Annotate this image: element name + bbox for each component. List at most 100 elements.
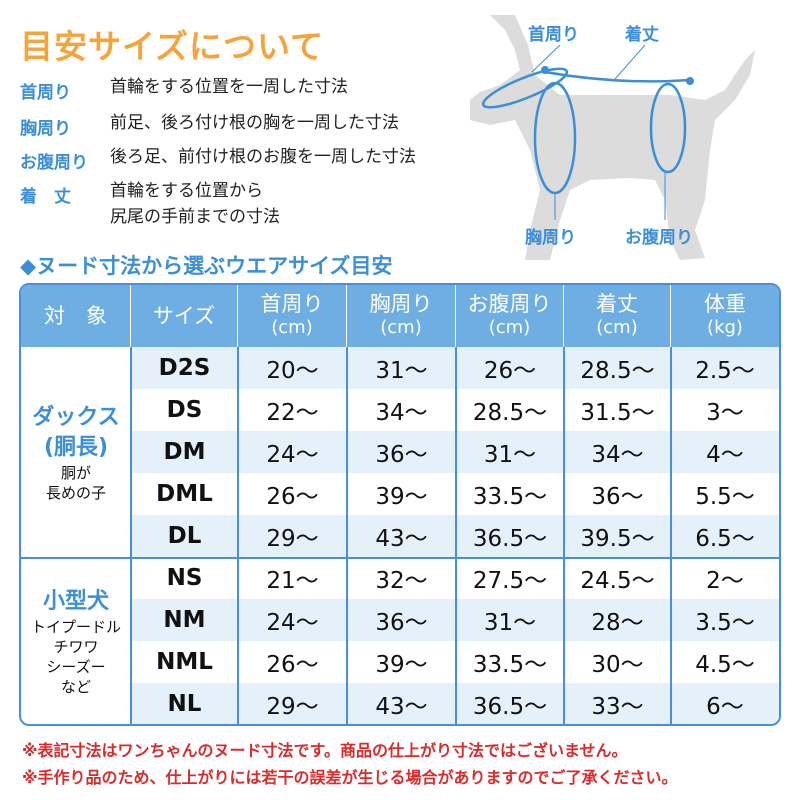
value-cell: 36.5～	[472, 694, 548, 720]
size-cell: DM	[163, 439, 206, 465]
group-note: シーズー	[46, 658, 106, 676]
value-cell: 3～	[706, 400, 744, 426]
group-note: トイプードル	[30, 618, 121, 636]
header-unit: (cm)	[488, 317, 531, 338]
value-cell: 26～	[483, 358, 537, 384]
footnote: ※手作り品のため、仕上がりには若干の誤差が生じる場合がありますのでご了承ください…	[22, 768, 678, 787]
value-cell: 20～	[266, 358, 319, 384]
value-cell: 29～	[266, 526, 319, 552]
header-size: サイズ	[131, 285, 238, 347]
size-cell: DS	[166, 397, 203, 423]
desc: 首輪をする位置を一周した寸法	[110, 77, 348, 97]
table-header: 対 象 サイズ 首周り (cm) 胸周り (cm) お腹周り (cm) 着丈 (cm) …	[21, 285, 779, 347]
header-unit: (cm)	[596, 317, 638, 338]
value-cell: 28～	[591, 610, 644, 636]
header-label: 対 象	[44, 304, 107, 328]
group-small-dog: 小型犬 トイプードル チワワ シーズー など	[21, 558, 131, 724]
value-cell: 24～	[266, 442, 319, 468]
value-cell: 21～	[266, 568, 319, 594]
group-note: 長めの子	[45, 483, 106, 502]
label-belly: お腹周り	[625, 228, 693, 248]
page-title: 目安サイズについて	[20, 27, 325, 66]
group-note: 胴が	[60, 463, 91, 482]
size-cell: NM	[163, 607, 206, 633]
value-cell: 4～	[706, 442, 744, 468]
header-label: 胸周り	[369, 292, 433, 316]
value-cell: 24～	[266, 610, 319, 636]
section-title: ◆ヌード寸法から選ぶウエアサイズ目安	[20, 254, 393, 278]
value-cell: 43～	[375, 526, 428, 552]
value-cell: 31～	[483, 442, 537, 468]
value-cell: 28.5～	[472, 400, 548, 426]
group-note: チワワ	[53, 638, 99, 656]
size-cell: NL	[167, 691, 202, 717]
group-dachshund: ダックス (胴長) 胴が 長めの子	[21, 347, 131, 558]
label-neck: 首周り	[528, 25, 579, 45]
desc: 首輪をする位置から	[110, 181, 263, 201]
dog-measurement-diagram: 首周り 着丈 胸周り お腹周り	[470, 0, 800, 270]
value-cell: 36.5～	[472, 526, 548, 552]
column-divider	[455, 347, 457, 724]
header-unit: (cm)	[271, 317, 313, 338]
group-name-sub: (胴長)	[43, 434, 109, 460]
size-cell: D2S	[158, 355, 211, 381]
value-cell: 5.5～	[695, 484, 755, 510]
value-cell: 22～	[266, 400, 319, 426]
header-length: 着丈 (cm)	[564, 285, 671, 347]
header-belly: お腹周り (cm)	[456, 285, 564, 347]
value-cell: 32～	[375, 568, 428, 594]
size-table: 対 象 サイズ 首周り (cm) 胸周り (cm) お腹周り (cm) 着丈 (cm) …	[19, 283, 781, 726]
term: 胸周り	[20, 119, 71, 139]
table-row: NML 26～ 39～ 33.5～ 30～ 4.5～	[131, 641, 779, 683]
value-cell: 31～	[483, 610, 537, 636]
size-cell: DML	[156, 481, 213, 507]
column-divider	[237, 347, 239, 724]
header-unit: (cm)	[380, 317, 422, 338]
value-cell: 33.5～	[472, 484, 548, 510]
value-cell: 27.5～	[472, 568, 548, 594]
header-label: 首周り	[260, 292, 324, 316]
value-cell: 33～	[591, 694, 644, 720]
value-cell: 2.5～	[695, 358, 755, 384]
table-row: NS 21～ 32～ 27.5～ 24.5～ 2～	[131, 557, 779, 599]
group-name: 小型犬	[42, 589, 109, 614]
value-cell: 2～	[706, 568, 744, 594]
header-label: サイズ	[152, 304, 216, 328]
header-neck: 首周り (cm)	[238, 285, 347, 347]
footnote: ※表記寸法はワンちゃんのヌード寸法です。商品の仕上がり寸法ではございません。	[22, 741, 628, 760]
header-target: 対 象	[21, 285, 131, 347]
value-cell: 36～	[375, 442, 428, 468]
term: お腹周り	[20, 153, 88, 173]
value-cell: 28.5～	[580, 358, 655, 384]
group-divider	[21, 557, 779, 559]
value-cell: 39.5～	[580, 526, 655, 552]
column-divider	[130, 347, 132, 724]
table-row: DML 26～ 39～ 33.5～ 36～ 5.5～	[131, 473, 779, 515]
header-unit: (kg)	[707, 317, 743, 338]
desc: 前足、後ろ付け根の胸を一周した寸法	[110, 113, 399, 133]
group-name: ダックス	[32, 404, 120, 430]
size-cell: DL	[167, 523, 202, 549]
value-cell: 36～	[375, 610, 428, 636]
term: 首周り	[20, 83, 71, 103]
label-chest: 胸周り	[525, 228, 576, 248]
value-cell: 30～	[591, 652, 644, 678]
size-cell: NML	[156, 649, 213, 675]
column-divider	[346, 347, 348, 724]
value-cell: 29～	[266, 694, 319, 720]
table-row: DS 22～ 34～ 28.5～ 31.5～ 3～	[131, 389, 779, 431]
header-chest: 胸周り (cm)	[347, 285, 456, 347]
value-cell: 24.5～	[580, 568, 655, 594]
size-cell: NS	[166, 565, 203, 591]
dog-silhouette-icon	[470, 15, 755, 260]
column-divider	[670, 347, 672, 724]
value-cell: 4.5～	[695, 652, 755, 678]
value-cell: 6～	[706, 694, 744, 720]
value-cell: 6.5～	[695, 526, 755, 552]
value-cell: 34～	[591, 442, 644, 468]
value-cell: 39～	[375, 652, 428, 678]
column-divider	[563, 347, 565, 724]
value-cell: 39～	[375, 484, 428, 510]
value-cell: 43～	[375, 694, 428, 720]
term: 着 丈	[20, 187, 71, 207]
